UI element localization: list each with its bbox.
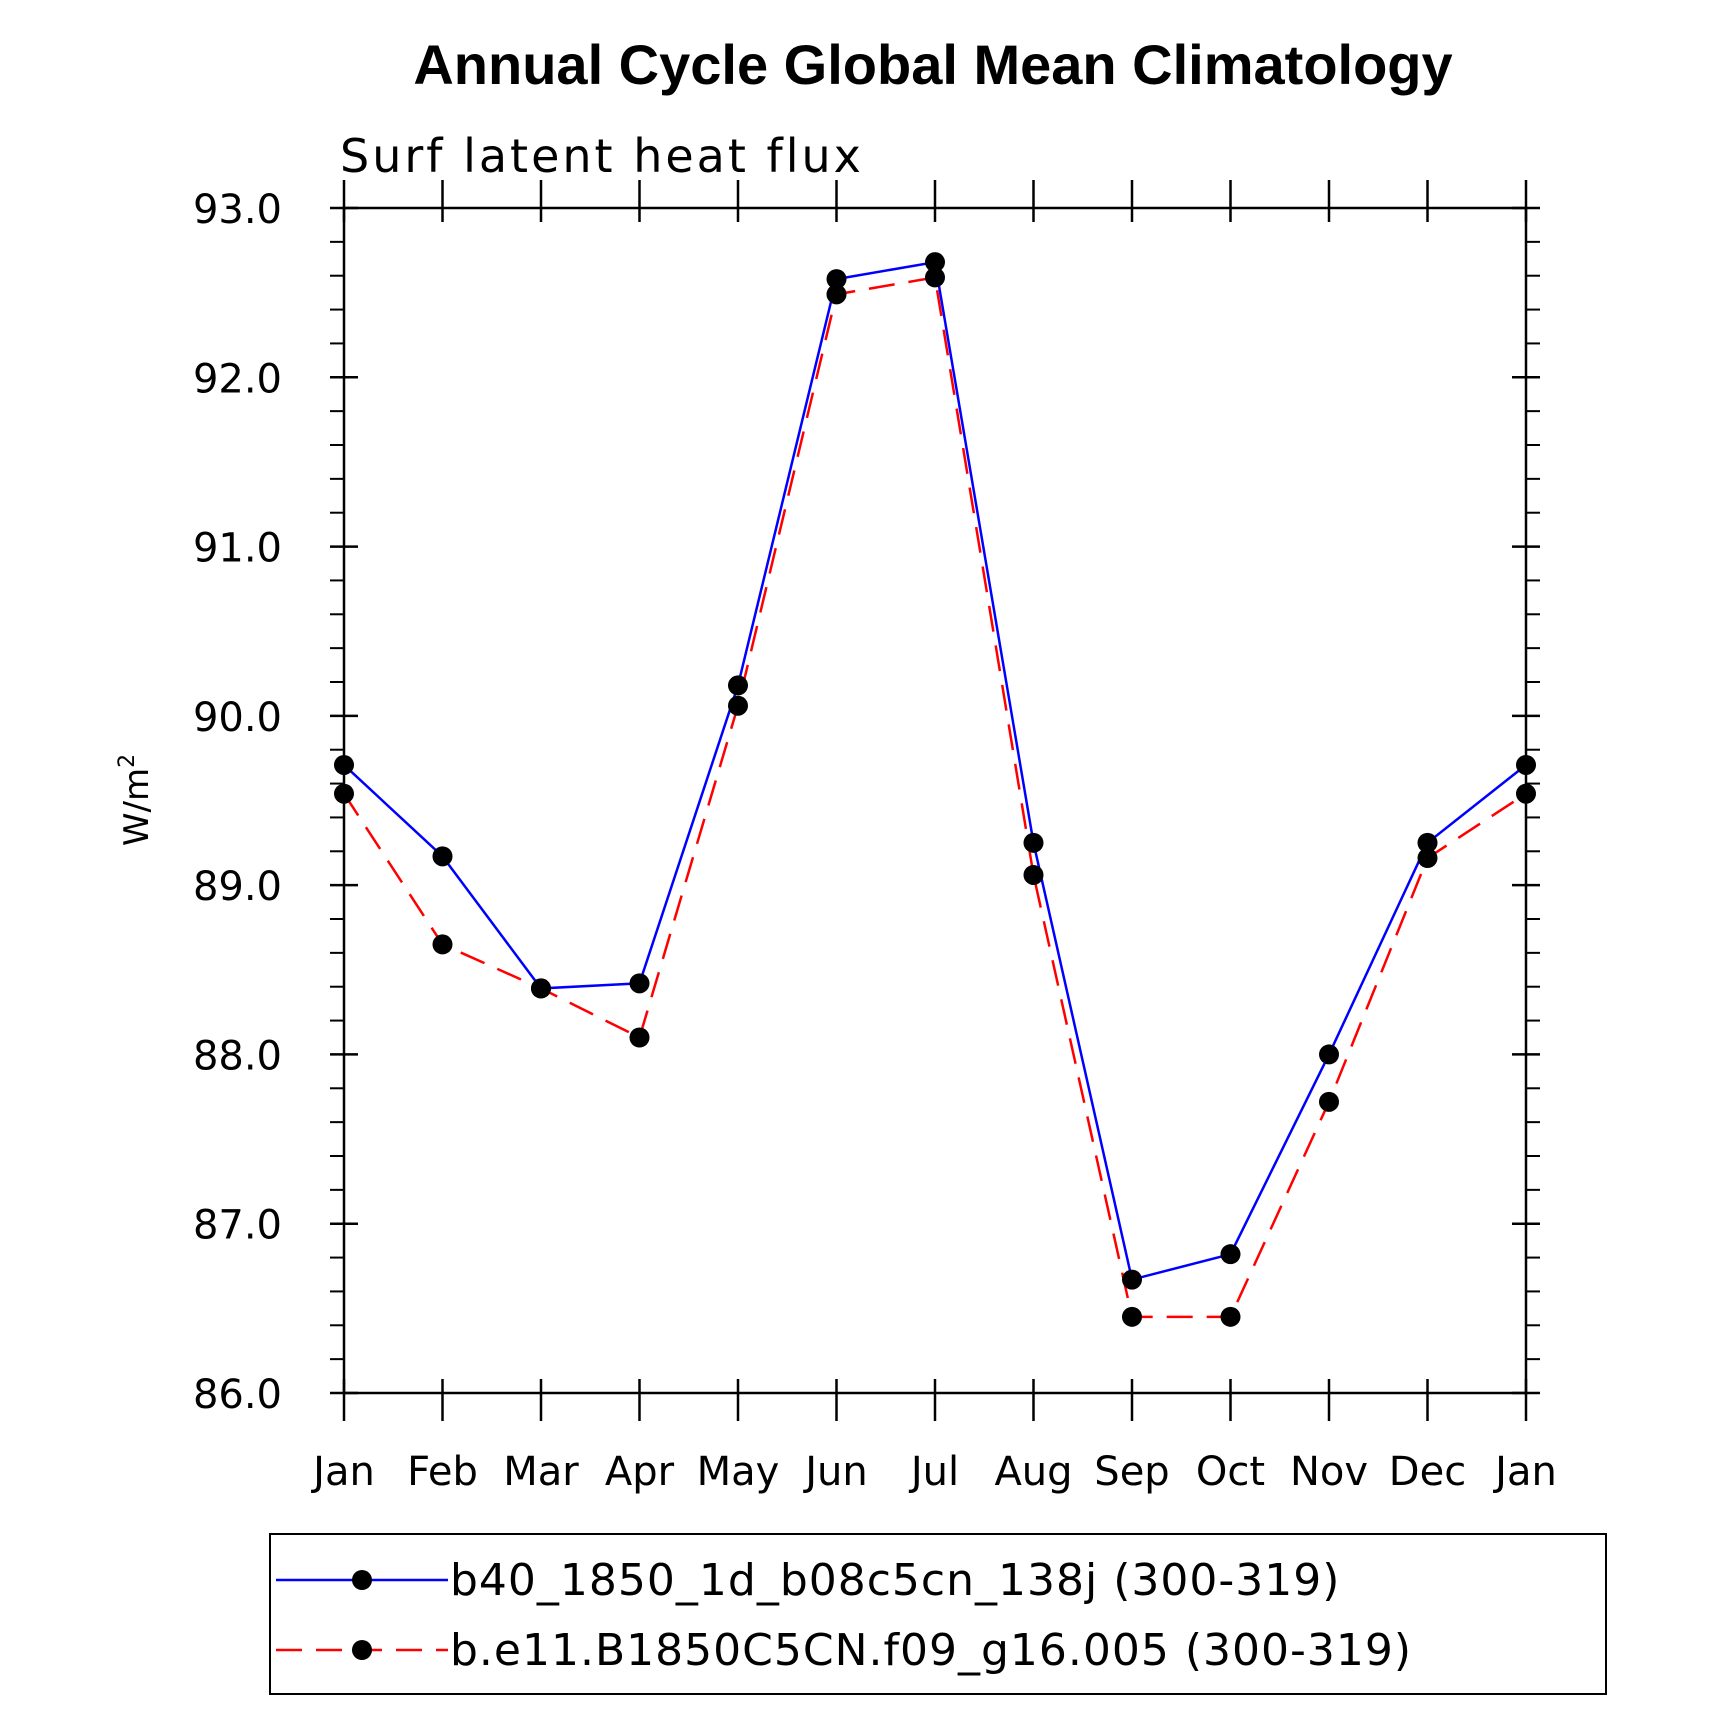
x-tick-label: Oct (1196, 1449, 1265, 1495)
series-1-point (1417, 832, 1438, 853)
legend-box (269, 1533, 1607, 1695)
series-2-point (629, 1027, 650, 1048)
x-tick-label: Jul (908, 1449, 959, 1495)
series-2-point (531, 978, 551, 999)
chart-title: Annual Cycle Global Mean Climatology (413, 33, 1452, 96)
legend-label-1: b40_1850_1d_b08c5cn_138j (300-319) (450, 1555, 1340, 1606)
series-1-point (1023, 832, 1044, 853)
plot-frame (342, 206, 1528, 1395)
x-tick-label: Jan (1492, 1449, 1557, 1495)
y-tick-label: 87.0 (193, 1203, 282, 1249)
y-tick-label: 89.0 (193, 864, 282, 910)
series-1-point (1319, 1044, 1339, 1065)
x-tick-label: Sep (1094, 1449, 1169, 1495)
y-axis-label-superscript: 2 (115, 754, 140, 768)
series-1-point (432, 846, 453, 867)
series-1-point (826, 269, 847, 290)
series-1-point (1220, 1244, 1241, 1265)
x-tick-label: May (697, 1449, 780, 1495)
series-1-point (1516, 754, 1536, 775)
series-1-point (334, 754, 354, 775)
y-axis-label-text: W/m (117, 768, 157, 846)
series-2-point (925, 267, 945, 288)
series-2-point (1023, 864, 1044, 885)
legend-marker-2 (352, 1640, 372, 1660)
series-1-point (728, 675, 748, 696)
y-tick-label: 88.0 (193, 1033, 282, 1079)
series-line-2 (342, 275, 1527, 1319)
series-2-point (334, 783, 354, 804)
x-tick-label: Apr (605, 1449, 675, 1495)
x-tick-label: Nov (1290, 1449, 1368, 1495)
y-tick-label: 86.0 (193, 1372, 282, 1418)
y-tick-label: 93.0 (193, 187, 282, 233)
x-tick-label: Jan (310, 1449, 375, 1495)
series-2-point (1319, 1091, 1339, 1112)
x-tick-label: Jun (802, 1449, 868, 1495)
series-1-point (629, 973, 650, 994)
series-1-point (1122, 1269, 1142, 1290)
y-tick-label: 91.0 (193, 526, 282, 572)
x-tick-label: Aug (994, 1449, 1072, 1495)
series-2-point (826, 284, 847, 305)
y-tick-label: 90.0 (193, 695, 282, 741)
series-2-point (432, 934, 453, 955)
series-2-point (1122, 1306, 1142, 1327)
x-tick-label: Feb (407, 1449, 478, 1495)
chart-subtitle: Surf latent heat flux (340, 129, 864, 183)
series-layer (334, 252, 1536, 1327)
series-1-point (925, 252, 945, 273)
x-tick-label: Mar (503, 1449, 579, 1495)
series-2-point (1220, 1306, 1241, 1327)
y-axis-label: W/m2 (115, 754, 157, 846)
legend: b40_1850_1d_b08c5cn_138j (300-319) b.e11.… (269, 1533, 1607, 1695)
series-2-point (1417, 848, 1438, 869)
series-2-point (1516, 783, 1536, 804)
x-tick-label: Dec (1389, 1449, 1466, 1495)
legend-label-2: b.e11.B1850C5CN.f09_g16.005 (300-319) (450, 1625, 1412, 1676)
series-2-point (728, 695, 748, 716)
y-tick-label: 92.0 (193, 356, 282, 402)
series-line-1 (343, 260, 1527, 1282)
legend-marker-1 (352, 1570, 372, 1590)
axes: 86.0 87.0 88.0 89.0 90.0 91.0 92.0 93.0 Jan Feb Ma… (115, 180, 1557, 1495)
